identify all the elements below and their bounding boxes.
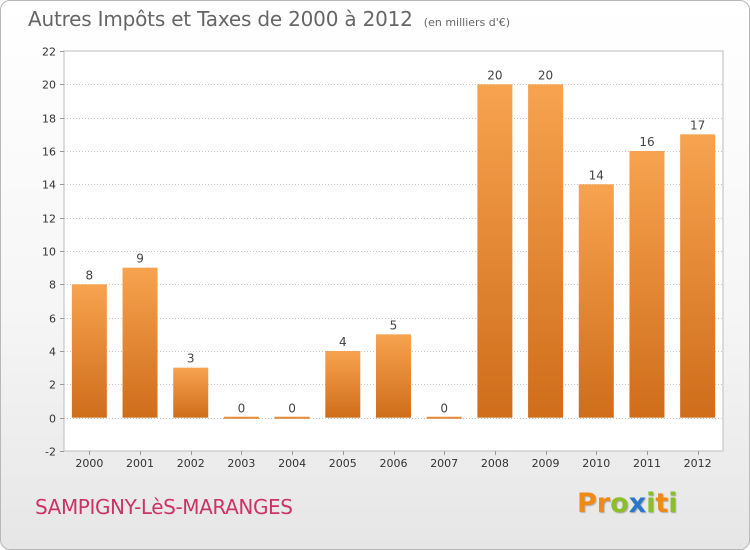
data-label: 4 <box>339 335 347 349</box>
x-tick-label: 2003 <box>227 457 255 470</box>
bar <box>325 351 361 418</box>
x-tick-label: 2007 <box>430 457 458 470</box>
x-tick-label: 2006 <box>380 457 408 470</box>
y-tick-label: 6 <box>49 313 56 326</box>
y-tick-label: 16 <box>42 146 56 159</box>
y-tick-label: 14 <box>42 179 56 192</box>
bar <box>122 267 158 418</box>
chart-subtitle: (en milliers d'€) <box>423 16 511 29</box>
proxiti-logo: Proxiti <box>577 488 678 519</box>
bar <box>680 134 716 418</box>
x-tick-label: 2004 <box>278 457 306 470</box>
x-tick-label: 2000 <box>75 457 103 470</box>
data-label: 14 <box>589 168 604 182</box>
logo-letter: i <box>668 488 678 519</box>
bar <box>578 184 614 418</box>
data-label: 0 <box>288 402 296 416</box>
bar <box>71 284 107 418</box>
data-label: 3 <box>187 352 195 366</box>
data-label: 9 <box>136 252 144 266</box>
bar <box>376 334 411 418</box>
x-tick-label: 2005 <box>329 457 357 470</box>
y-tick-label: -2 <box>45 446 56 459</box>
x-tick-label: 2001 <box>126 457 154 470</box>
x-tick-label: 2012 <box>684 457 712 470</box>
x-tick-label: 2010 <box>582 457 610 470</box>
chart-title-area: Autres Impôts et Taxes de 2000 à 2012 (e… <box>28 7 510 31</box>
x-tick-label: 2002 <box>177 457 205 470</box>
bar <box>477 84 513 418</box>
y-tick-label: 22 <box>42 46 56 59</box>
logo-letter: t <box>655 488 669 519</box>
data-label: 5 <box>390 318 398 332</box>
y-tick-label: 8 <box>49 279 56 292</box>
data-label: 16 <box>639 135 654 149</box>
bar <box>173 367 209 418</box>
logo-letter: x <box>628 488 647 519</box>
data-label: 0 <box>440 402 448 416</box>
data-label: 8 <box>86 268 94 282</box>
y-tick-label: 12 <box>42 213 56 226</box>
y-tick-label: 20 <box>42 79 56 92</box>
bar <box>223 416 259 419</box>
data-label: 17 <box>690 118 705 132</box>
x-tick-label: 2009 <box>532 457 560 470</box>
chart-title: Autres Impôts et Taxes de 2000 à 2012 <box>28 7 413 31</box>
bar <box>426 416 462 419</box>
data-label: 0 <box>238 402 246 416</box>
x-tick-label: 2011 <box>633 457 661 470</box>
commune-name: SAMPIGNY-LèS-MARANGES <box>35 495 293 519</box>
y-tick-label: 0 <box>49 413 56 426</box>
logo-letter: o <box>610 488 629 519</box>
bar <box>274 416 310 419</box>
logo-letter: P <box>577 488 597 519</box>
y-tick-label: 18 <box>42 113 56 126</box>
data-label: 20 <box>538 68 553 82</box>
x-tick-label: 2008 <box>481 457 509 470</box>
bar <box>528 84 564 418</box>
y-tick-label: 4 <box>49 346 56 359</box>
data-label: 20 <box>487 68 502 82</box>
logo-letter: i <box>646 488 656 519</box>
bar <box>629 151 665 418</box>
y-tick-label: 2 <box>49 379 56 392</box>
logo-letter: r <box>596 488 611 519</box>
y-tick-label: 10 <box>42 246 56 259</box>
